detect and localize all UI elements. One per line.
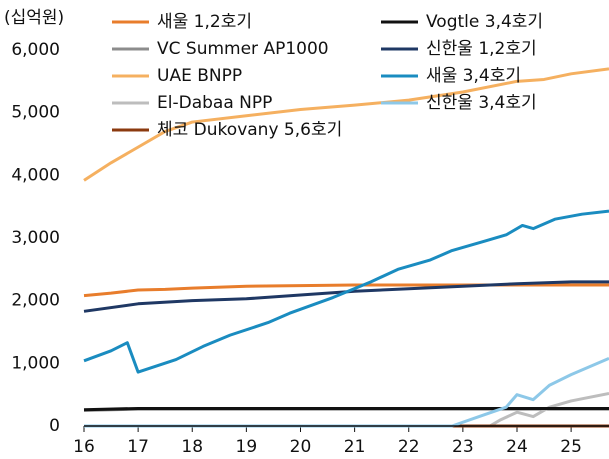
legend-label: 새울 1,2호기 bbox=[157, 12, 252, 32]
x-tick-label: 23 bbox=[452, 437, 474, 457]
y-tick-label: 2,000 bbox=[11, 291, 60, 311]
x-tick-label: 25 bbox=[560, 437, 582, 457]
series-line bbox=[83, 280, 609, 313]
y-tick-label: 6,000 bbox=[11, 40, 60, 60]
legend-label: 새울 3,4호기 bbox=[426, 66, 521, 86]
y-tick-label: 1,000 bbox=[11, 353, 60, 373]
unit-label: (십억원) bbox=[4, 8, 64, 28]
legend-label: 체코 Dukovany 5,6호기 bbox=[157, 120, 342, 140]
x-tick-label: 22 bbox=[398, 437, 420, 457]
x-tick-label: 18 bbox=[181, 437, 203, 457]
y-tick-label: 5,000 bbox=[11, 103, 60, 123]
y-tick-label: 4,000 bbox=[11, 165, 60, 185]
x-tick-label: 16 bbox=[73, 437, 95, 457]
x-tick-label: 20 bbox=[290, 437, 312, 457]
x-tick-label: 17 bbox=[127, 437, 149, 457]
x-tick-label: 19 bbox=[236, 437, 258, 457]
legend-label: 신한울 1,2호기 bbox=[426, 39, 537, 59]
series-line bbox=[83, 406, 609, 412]
x-tick-label: 21 bbox=[344, 437, 366, 457]
legend-label: UAE BNPP bbox=[157, 66, 242, 86]
legend-label: VC Summer AP1000 bbox=[157, 39, 329, 59]
x-tick-label: 24 bbox=[506, 437, 528, 457]
legend-label: El-Dabaa NPP bbox=[157, 93, 272, 113]
series-line bbox=[84, 356, 609, 428]
series-line bbox=[83, 67, 609, 182]
y-tick-label: 0 bbox=[49, 416, 60, 436]
series-line bbox=[83, 209, 609, 374]
y-tick-label: 3,000 bbox=[11, 228, 60, 248]
legend-label: 신한울 3,4호기 bbox=[426, 93, 537, 113]
legend-label: Vogtle 3,4호기 bbox=[426, 12, 543, 32]
